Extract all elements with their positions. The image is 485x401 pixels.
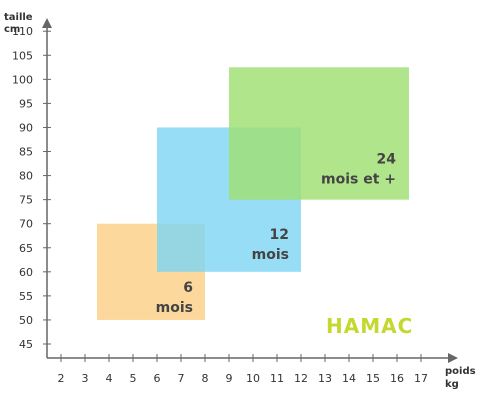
y-tick-label: 70 — [19, 218, 33, 231]
y-tick-label: 60 — [19, 266, 33, 279]
hamac-logo: HAMAC — [326, 314, 413, 338]
x-axis-title-line1: poids — [445, 366, 476, 377]
x-tick-label: 8 — [202, 372, 209, 385]
range-label-2-line2: mois et + — [321, 172, 396, 188]
y-axis-title-line1: taille — [4, 12, 33, 23]
range-label-1-line1: 12 — [270, 227, 289, 243]
range-label-0-line2: mois — [156, 300, 193, 316]
range-labels: 6 mois 12 mois 24 mois et + — [156, 152, 397, 316]
axes — [42, 18, 458, 363]
x-tick-label: 3 — [82, 372, 89, 385]
x-ticks: 2 3 4 5 6 7 8 9 10 11 12 13 14 15 16 17 — [58, 354, 428, 385]
range-areas — [97, 67, 409, 320]
x-tick-label: 11 — [270, 372, 284, 385]
x-tick-label: 14 — [342, 372, 356, 385]
x-tick-label: 12 — [294, 372, 308, 385]
y-tick-label: 55 — [19, 290, 33, 303]
x-tick-label: 7 — [178, 372, 185, 385]
x-axis-arrow-icon — [448, 353, 458, 363]
y-tick-label: 80 — [19, 170, 33, 183]
y-tick-label: 105 — [12, 49, 33, 62]
y-tick-label: 90 — [19, 121, 33, 134]
range-label-0-line1: 6 — [183, 280, 193, 296]
range-area-2 — [229, 67, 409, 200]
x-tick-label: 15 — [366, 372, 380, 385]
range-label-2-line1: 24 — [377, 152, 397, 168]
x-tick-label: 17 — [414, 372, 428, 385]
y-tick-label: 85 — [19, 146, 33, 159]
y-tick-label: 75 — [19, 194, 33, 207]
y-tick-label: 65 — [19, 242, 33, 255]
x-tick-label: 5 — [130, 372, 137, 385]
y-tick-label: 95 — [19, 97, 33, 110]
y-axis-title-line2: cm — [4, 24, 20, 35]
y-axis-arrow-icon — [42, 18, 52, 28]
x-tick-label: 2 — [58, 372, 65, 385]
x-tick-label: 10 — [246, 372, 260, 385]
y-tick-label: 45 — [19, 338, 33, 351]
y-tick-label: 110 — [12, 25, 33, 38]
x-tick-label: 6 — [154, 372, 161, 385]
x-tick-label: 9 — [226, 372, 233, 385]
x-axis-title-line2: kg — [445, 379, 459, 390]
x-tick-label: 4 — [106, 372, 113, 385]
x-tick-label: 13 — [318, 372, 332, 385]
range-label-1-line2: mois — [252, 247, 289, 263]
y-tick-label: 50 — [19, 314, 33, 327]
y-tick-label: 100 — [12, 73, 33, 86]
x-tick-label: 16 — [390, 372, 404, 385]
y-ticks: 45 50 55 60 65 70 75 80 85 90 95 100 105 110 — [12, 25, 51, 351]
